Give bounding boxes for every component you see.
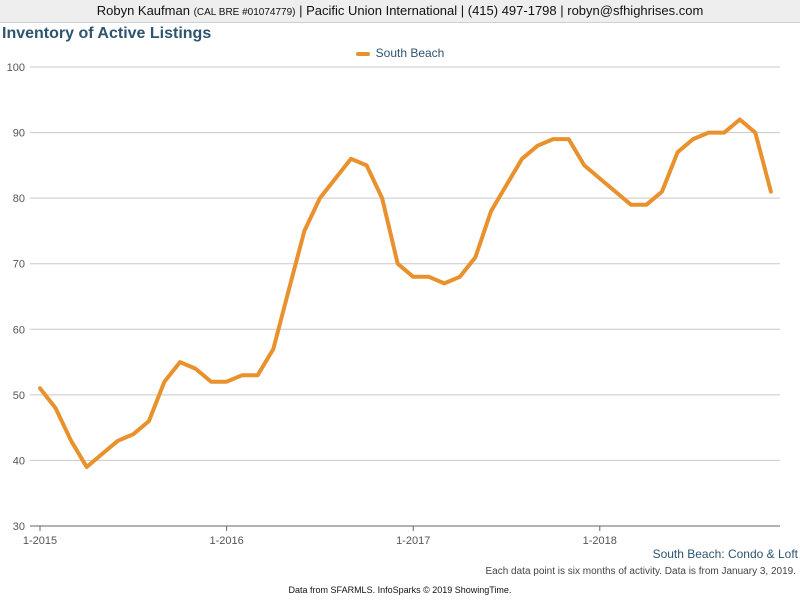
y-tick-label: 100 bbox=[7, 62, 25, 74]
x-tick-label: 1-2017 bbox=[396, 535, 430, 547]
data-note: Each data point is six months of activit… bbox=[485, 566, 796, 577]
y-tick-label: 50 bbox=[13, 390, 25, 402]
y-tick-label: 40 bbox=[13, 455, 25, 467]
data-source: Data from SFARMLS. InfoSparks © 2019 Sho… bbox=[288, 585, 512, 595]
agent-contact: | Pacific Union International | (415) 49… bbox=[299, 3, 704, 18]
x-tick-label: 1-2015 bbox=[23, 535, 57, 547]
legend-swatch bbox=[355, 51, 370, 56]
x-tick-label: 1-2016 bbox=[209, 535, 243, 547]
chart-title: Inventory of Active Listings bbox=[2, 25, 212, 42]
series-line-south-beach bbox=[38, 117, 773, 469]
y-tick-label: 80 bbox=[13, 193, 25, 205]
legend-label: South Beach bbox=[375, 46, 445, 60]
agent-header-bar: Robyn Kaufman (CAL BRE #01074779) | Paci… bbox=[0, 0, 800, 23]
y-tick-label: 90 bbox=[13, 128, 25, 140]
y-tick-label: 30 bbox=[13, 521, 25, 533]
x-tick-label: 1-2018 bbox=[583, 535, 617, 547]
agent-name: Robyn Kaufman bbox=[96, 3, 190, 18]
y-tick-label: 70 bbox=[13, 259, 25, 271]
chart-legend: South Beach bbox=[0, 46, 800, 60]
agent-license: (CAL BRE #01074779) bbox=[193, 7, 296, 18]
area-label: South Beach: Condo & Loft bbox=[652, 547, 798, 561]
y-tick-label: 60 bbox=[13, 324, 25, 336]
